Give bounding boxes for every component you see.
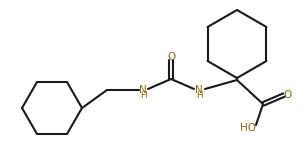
Text: H: H — [140, 91, 146, 100]
Text: N: N — [195, 85, 203, 95]
Text: HO: HO — [240, 123, 256, 133]
Text: O: O — [283, 90, 291, 100]
Text: N: N — [139, 85, 147, 95]
Text: O: O — [167, 52, 175, 62]
Text: H: H — [196, 91, 202, 100]
